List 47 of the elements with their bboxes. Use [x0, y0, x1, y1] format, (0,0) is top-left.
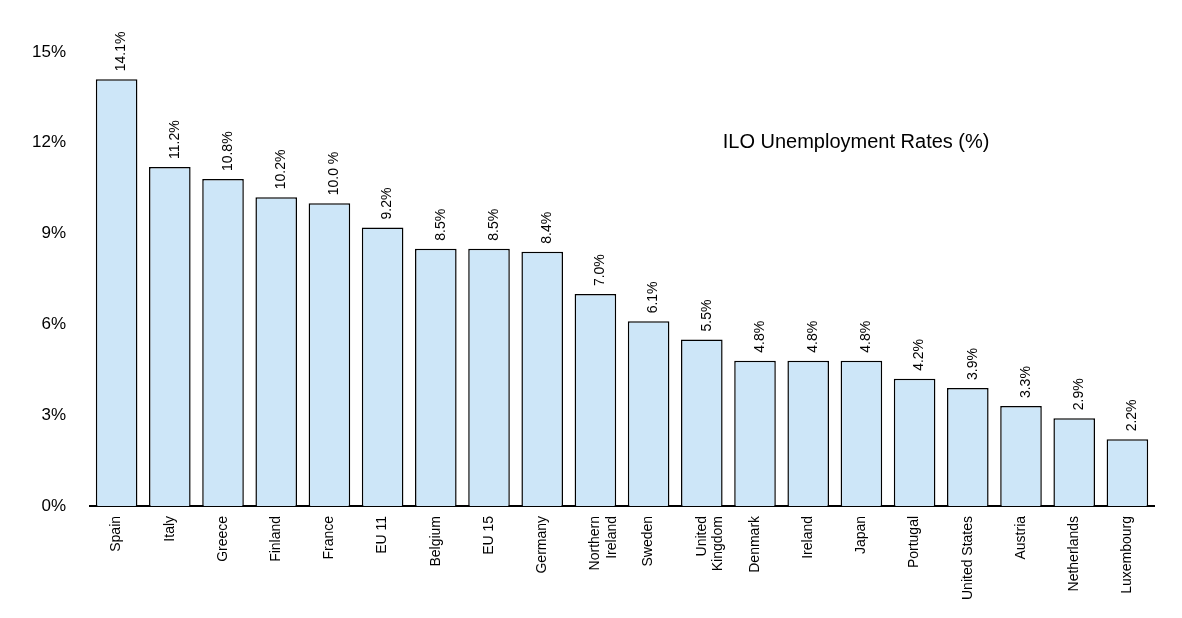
data-label: 10.2%	[272, 149, 289, 190]
data-label: 8.4%	[538, 211, 555, 244]
x-tick-label: Germany	[533, 515, 550, 574]
x-tick-label: Portugal	[905, 515, 922, 569]
x-tick-label: Ireland	[799, 515, 816, 559]
data-label: 5.5%	[697, 299, 714, 332]
x-tick-label: Luxembourg	[1118, 515, 1135, 594]
x-tick-label: Finland	[267, 515, 284, 562]
x-tick-label: Austria	[1011, 515, 1028, 560]
text: ILO Unemployment Rates (%)	[722, 130, 990, 153]
x-tick-label: France	[320, 515, 337, 560]
data-label: 8.5%	[431, 208, 448, 241]
data-label: 11.2%	[165, 120, 182, 159]
y-tick-label: 9%	[41, 223, 67, 243]
x-tick-label: Northern Ireland	[586, 515, 620, 571]
x-tick-label: Denmark	[745, 514, 762, 573]
data-label: 2.9%	[1070, 378, 1087, 411]
x-tick-label: Greece	[213, 515, 230, 562]
x-tick-label: Spain	[107, 515, 124, 552]
y-tick-label: 0%	[41, 495, 67, 515]
data-label: 4.8%	[857, 320, 874, 353]
x-tick-label: EU 11	[373, 515, 390, 554]
x-tick-label: United Kingdom	[692, 515, 726, 572]
data-label: 4.8%	[804, 320, 821, 353]
data-label: 14.1%	[112, 31, 129, 72]
data-label: 2.2%	[1123, 399, 1140, 432]
x-tick-label: Belgium	[426, 515, 443, 567]
y-tick-label: 12%	[31, 132, 67, 152]
x-tick-label: Netherlands	[1065, 515, 1082, 592]
x-tick-label: Italy	[160, 515, 177, 542]
data-label: 3.3%	[1016, 366, 1033, 399]
x-tick-label: EU 15	[479, 515, 496, 555]
data-label: 3.9%	[963, 348, 980, 380]
data-label: 8.5%	[484, 208, 501, 241]
data-label: 6.1%	[644, 281, 661, 314]
data-label: 4.8%	[750, 320, 767, 353]
y-tick-label: 15%	[31, 41, 67, 61]
y-tick-label: 3%	[41, 404, 67, 424]
data-label: 10.8%	[218, 131, 235, 172]
data-label: 9.2%	[378, 187, 395, 220]
data-label: 4.2%	[910, 338, 927, 371]
data-label: 7.0%	[591, 254, 608, 287]
data-label: 10.0 %	[325, 151, 342, 196]
x-tick-label: United States	[958, 515, 975, 601]
x-tick-label: Japan	[852, 515, 869, 555]
y-tick-label: 6%	[41, 314, 67, 334]
x-tick-label: Sweden	[639, 515, 656, 567]
